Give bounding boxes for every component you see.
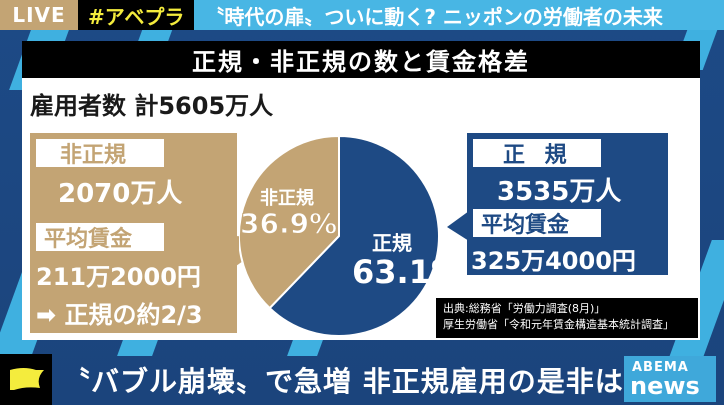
pie-chart [239,136,439,336]
regular-label-text: 正 規 [503,143,573,168]
non-regular-note: ➡ 正規の約2/3 [36,295,203,330]
non-regular-wage: 211万2000円 [36,263,201,291]
non-regular-wage-label-text: 平均賃金 [44,227,133,252]
regular-count: 3535万人 [497,177,622,207]
infographic-card: 正規・非正規の数と賃金格差 雇用者数 計5605万人 非正規 2070万人 平均… [22,41,700,340]
regular-wage-label-text: 平均賃金 [481,213,570,238]
blue-callout-pointer [447,211,469,241]
arrow-right-icon: ➡ [36,301,57,329]
logo-bottom-text: news [630,372,700,400]
source-line-1: 出典:総務省「労働力調査(8月)」 [443,302,606,315]
regular-box: 正 規 3535万人 平均賃金 325万4000円 [467,133,668,275]
bottom-bar: 〝バブル崩壊〟で急増 非正規雇用の是非は? [0,354,724,405]
headline: 〝時代の扉〟ついに動く? ニッポンの労働者の未来 [194,0,724,30]
source-line-2: 厚生労働省「令和元年賃金構造基本統計調査」 [443,318,674,331]
non-regular-note-text: 正規の約2/3 [64,301,203,329]
non-regular-wage-label: 平均賃金 [36,223,164,252]
card-title: 正規・非正規の数と賃金格差 [22,41,700,78]
non-regular-box: 非正規 2070万人 平均賃金 211万2000円 ➡ 正規の約2/3 [30,133,237,333]
hashtag-label: #アベプラ [78,0,195,30]
flag-box [0,354,52,405]
non-regular-label-text: 非正規 [60,143,127,168]
live-badge: LIVE [0,0,78,30]
non-regular-label: 非正規 [36,139,164,168]
ticker-text: 〝バブル崩壊〟で急増 非正規雇用の是非は? [62,364,641,398]
regular-wage-label: 平均賃金 [473,209,601,238]
yellow-flag-icon [10,367,44,390]
pie-label-regular: 正規 [372,231,412,255]
pie-label-non-regular: 非正規 [260,188,314,209]
logo-top-text: ABEMA [632,360,689,375]
pie-pct-regular: 63.1% [352,253,464,291]
pie-pct-non-regular: 36.9% [239,207,338,241]
pie-slice-non-regular [239,136,340,310]
regular-wage: 325万4000円 [471,247,636,275]
source-caption: 出典:総務省「労働力調査(8月)」 厚生労働省「令和元年賃金構造基本統計調査」 [436,298,698,338]
pie-slice-regular [268,136,439,336]
non-regular-count: 2070万人 [58,179,183,209]
abema-news-logo: ABEMA news [624,356,716,402]
regular-label: 正 規 [473,139,601,168]
top-bar: LIVE #アベプラ 〝時代の扉〟ついに動く? ニッポンの労働者の未来 [0,0,724,30]
total-employees: 雇用者数 計5605万人 [30,92,274,120]
